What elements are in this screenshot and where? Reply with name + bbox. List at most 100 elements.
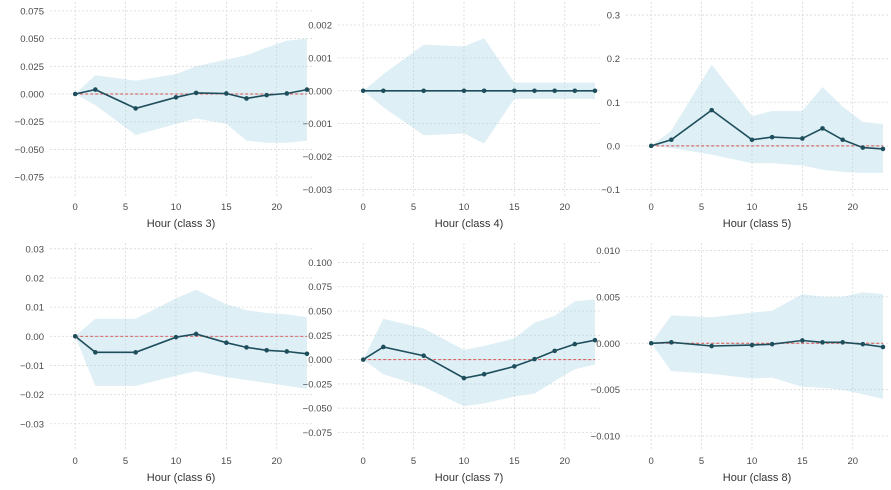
y-tick-label: −0.01 [20,361,44,372]
x-tick-label: 0 [649,202,654,213]
y-tick-label: 0.000 [596,339,620,350]
x-axis-label: Hour (class 6) [147,472,215,484]
x-tick-label: 5 [699,456,704,467]
y-tick-label: 0.03 [26,244,45,255]
data-point [304,87,310,92]
y-tick-label: 0.025 [20,62,44,73]
confidence-band [75,289,307,389]
x-tick-label: 15 [509,456,520,467]
series-line [74,333,308,355]
data-point [552,348,557,354]
y-tick-label: 0.100 [308,258,332,269]
data-point [461,375,467,381]
data-point [173,334,179,340]
y-tick-label: 0.01 [26,303,45,314]
x-tick-label: 15 [509,202,520,213]
data-point [72,91,78,97]
panel-class-3: 0 5 10 15 20 −0.075 −0.050 −0.025 0.000 0.025 0.05… [15,2,312,230]
confidence-band [651,292,883,399]
y-tick-label: −0.005 [591,385,620,396]
x-tick-label: 20 [271,456,282,467]
y-tick-label: −0.02 [20,390,44,401]
x-tick-label: 10 [171,202,182,213]
y-tick-label: 0.2 [607,54,620,65]
data-point [648,340,654,346]
data-point [512,364,517,369]
data-point [173,95,179,100]
x-tick-label: 15 [797,456,808,467]
data-point [284,349,290,354]
panel-class-7: 0 5 10 15 20 −0.075 −0.050 −0.025 0.000 0.025 0.05… [303,243,600,484]
y-tick-label: 0.3 [607,11,620,22]
y-tick-label: 0.000 [308,355,332,366]
data-point [93,350,98,355]
data-point [284,91,290,96]
x-axis-label: Hour (class 3) [147,218,215,230]
x-tick-label: 0 [73,456,78,467]
data-point [669,340,674,345]
y-tick-label: 0.005 [596,292,620,303]
x-tick-label: 20 [847,202,858,213]
data-point [304,351,310,357]
panel-class-4: 0 5 10 15 20 −0.003 −0.002 −0.001 0.000 0.001 0.00… [303,2,600,230]
data-point [648,143,654,149]
data-point [224,340,229,346]
data-point [133,350,138,355]
x-tick-label: 10 [171,456,182,467]
x-tick-label: 15 [221,202,232,213]
data-point [880,146,886,152]
series-line [650,109,884,150]
x-tick-label: 0 [649,456,654,467]
x-tick-label: 0 [361,456,366,467]
y-tick-label: 0.075 [20,6,44,17]
data-point [133,106,138,111]
y-tick-label: −0.03 [20,419,44,430]
data-point [769,341,775,347]
data-point [532,356,537,362]
data-point [224,91,229,96]
data-point [421,88,426,94]
y-tick-label: 0.0 [607,141,620,152]
y-tick-label: 0.025 [308,331,332,342]
data-point [360,357,366,362]
data-point [592,88,598,94]
data-point [800,338,805,343]
confidence-band [651,64,883,173]
data-point [193,331,199,337]
data-point [749,342,755,348]
x-tick-label: 20 [559,456,570,467]
x-axis-label: Hour (class 8) [723,472,791,484]
x-tick-label: 5 [411,202,416,213]
data-point [820,126,825,131]
y-tick-label: 0.1 [607,98,620,109]
x-tick-label: 10 [459,456,470,467]
x-tick-label: 5 [699,202,704,213]
y-tick-label: −0.003 [303,185,332,196]
series-line [651,339,884,348]
x-tick-label: 20 [271,202,282,213]
y-tick-label: −0.001 [303,119,332,130]
y-tick-label: −0.025 [15,117,44,128]
x-tick-label: 20 [559,202,570,213]
data-point [512,88,517,94]
x-axis-label: Hour (class 7) [435,472,503,484]
y-tick-label: 0.050 [20,34,44,45]
data-point [572,341,578,347]
data-point [552,88,557,94]
x-tick-label: 5 [123,202,128,213]
x-tick-label: 0 [361,202,366,213]
data-point [840,137,845,143]
data-point [860,145,866,150]
data-point [381,88,386,94]
data-point [860,341,866,347]
y-tick-label: −0.1 [601,185,620,196]
data-point [264,92,269,98]
x-tick-label: 0 [73,202,78,213]
y-tick-label: 0.001 [308,53,332,64]
y-tick-label: 0.000 [20,90,44,101]
x-axis-label: Hour (class 4) [435,218,503,230]
y-tick-label: 0.000 [308,86,332,97]
y-tick-label: −0.002 [303,152,332,163]
y-tick-label: 0.002 [308,21,332,32]
